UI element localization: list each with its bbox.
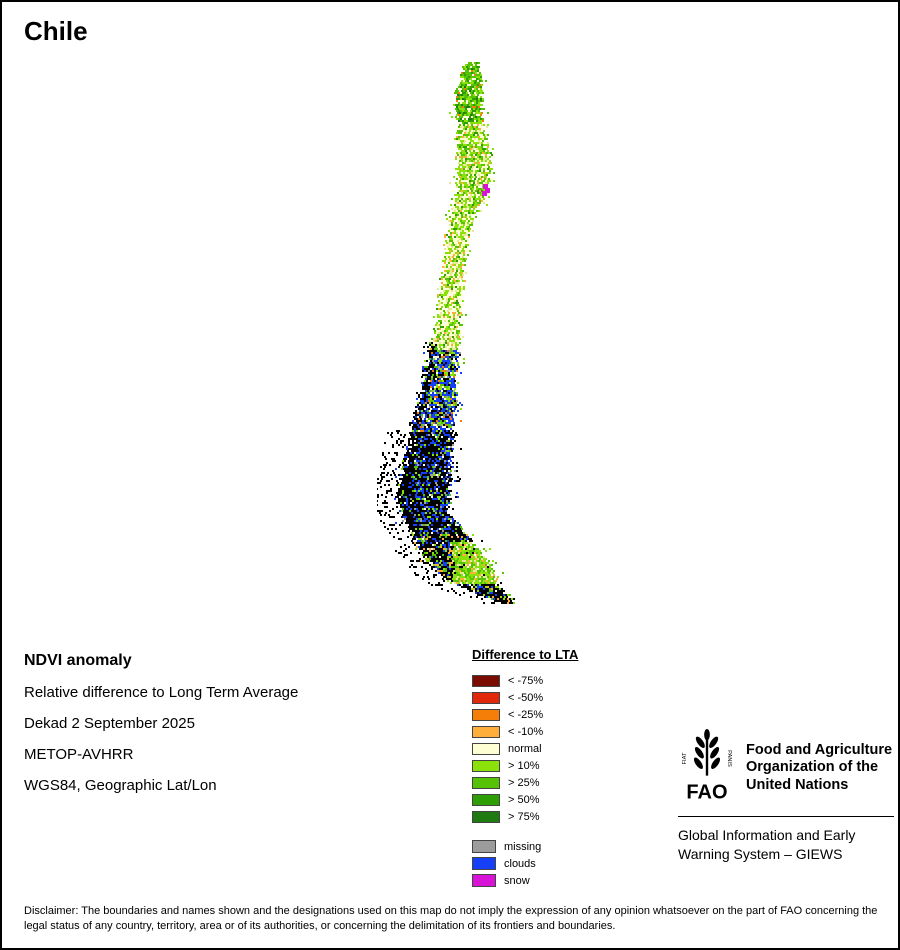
legend-item: < -50% [472,689,578,706]
legend-label: > 25% [508,776,540,789]
legend-extra-items: missing clouds snow [472,838,578,889]
info-line: Relative difference to Long Term Average [24,684,299,701]
legend-item: > 50% [472,791,578,808]
legend-label: > 50% [508,793,540,806]
giews-line: Warning System – GIEWS [678,846,843,862]
legend-swatch [472,810,500,823]
legend-item: normal [472,740,578,757]
fao-header: FIAT PANIS FAO Food and Agriculture Organ… [678,728,894,808]
fao-logo: FIAT PANIS FAO [682,728,732,803]
legend-label: > 75% [508,810,540,823]
fao-name-line: Organization of the [746,759,879,776]
legend-item: snow [472,872,578,889]
giews-line: Global Information and Early [678,827,856,843]
legend-label: snow [504,874,530,887]
legend-item: < -75% [472,672,578,689]
legend-swatch [472,874,496,887]
legend-item: > 75% [472,808,578,825]
fao-block: FIAT PANIS FAO Food and Agriculture Organ… [678,728,894,864]
legend-swatch [472,725,500,738]
fao-acronym: FAO [686,781,727,803]
legend-swatch [472,857,496,870]
info-line: WGS84, Geographic Lat/Lon [24,777,217,794]
info-heading: NDVI anomaly [24,652,132,669]
fao-name-line: Food and Agriculture [746,741,893,758]
legend-label: < -50% [508,691,544,704]
legend-label: < -10% [508,725,544,738]
fao-motto-right: PANIS [726,750,732,767]
legend-item: < -10% [472,723,578,740]
legend-item: > 10% [472,757,578,774]
legend-label: normal [508,742,542,755]
legend: Difference to LTA < -75% < -50% < -25% < -1… [472,647,578,889]
legend-swatch [472,793,500,806]
legend-swatch [472,776,500,789]
fao-divider [678,816,894,817]
legend-label: < -75% [508,674,544,687]
legend-item: > 25% [472,774,578,791]
legend-item: < -25% [472,706,578,723]
legend-swatch [472,759,500,772]
legend-swatch [472,708,500,721]
fao-name-line: United Nations [746,776,849,793]
legend-item: missing [472,838,578,855]
chile-ndvi-map [377,50,552,615]
info-line: Dekad 2 September 2025 [24,715,195,732]
disclaimer-text: Disclaimer: The boundaries and names sho… [24,905,878,932]
giews-label: Global Information and Early Warning Syst… [678,826,894,864]
legend-title: Difference to LTA [472,647,579,662]
legend-label: < -25% [508,708,544,721]
info-lines: Relative difference to Long Term Average… [24,684,298,794]
fao-name: Food and Agriculture Organization of the U… [746,742,892,795]
page-title: Chile [24,16,88,46]
legend-item: clouds [472,855,578,872]
legend-items: < -75% < -50% < -25% < -10% normal > 10% > 25%… [472,672,578,825]
legend-swatch [472,840,496,853]
legend-swatch [472,691,500,704]
legend-label: > 10% [508,759,540,772]
legend-label: clouds [504,857,536,870]
legend-label: missing [504,840,542,853]
info-line: METOP-AVHRR [24,746,134,763]
legend-swatch [472,742,500,755]
map-info: NDVI anomaly Relative difference to Long… [24,652,298,794]
legend-swatch [472,674,500,687]
fao-motto-left: FIAT [682,752,688,764]
